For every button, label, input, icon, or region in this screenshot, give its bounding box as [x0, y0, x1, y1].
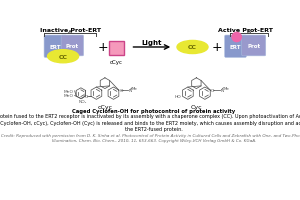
Text: Light: Light [141, 40, 162, 46]
FancyBboxPatch shape [225, 36, 246, 58]
FancyBboxPatch shape [44, 36, 67, 58]
FancyBboxPatch shape [242, 36, 266, 57]
Text: Active Prot-ERT: Active Prot-ERT [218, 28, 273, 33]
Ellipse shape [177, 41, 208, 54]
Text: +: + [212, 41, 223, 54]
Text: CC: CC [58, 54, 68, 59]
Text: A protein fused to the ERT2 receptor is inactivated by its assembly with a chape: A protein fused to the ERT2 receptor is … [0, 114, 300, 132]
Text: Cyc: Cyc [190, 104, 202, 109]
Ellipse shape [48, 50, 79, 63]
Text: O: O [211, 89, 214, 93]
Bar [109, 42, 124, 56]
Text: Me: Me [132, 86, 138, 90]
Text: NO₂: NO₂ [78, 100, 87, 104]
Text: Prot: Prot [66, 44, 79, 49]
Text: cCyc: cCyc [110, 60, 123, 65]
Text: N: N [220, 89, 224, 93]
Text: Prot: Prot [247, 44, 260, 49]
Text: +: + [97, 41, 108, 54]
Text: O: O [120, 89, 123, 93]
Text: O: O [85, 95, 88, 99]
Text: MeO: MeO [64, 89, 74, 93]
Text: ERT: ERT [50, 44, 61, 49]
Text: ERT: ERT [230, 44, 241, 49]
Text: Cyc: Cyc [233, 34, 243, 39]
Text: Me: Me [224, 86, 229, 90]
Text: HO: HO [174, 95, 181, 99]
Text: MeO: MeO [64, 94, 74, 98]
Text: cCyc: cCyc [98, 104, 112, 109]
Text: CC: CC [188, 45, 197, 50]
Text: N: N [129, 89, 132, 93]
Circle shape [232, 33, 241, 42]
FancyBboxPatch shape [61, 36, 84, 57]
Text: Inactive Prot-ERT: Inactive Prot-ERT [40, 28, 100, 33]
Text: Credit: Reproduced with permission from D. K. Sinha et al. Photocontrol of Prote: Credit: Reproduced with permission from … [1, 134, 300, 143]
Text: Caged Cyclofen-OH for photocontrol of protein activity: Caged Cyclofen-OH for photocontrol of pr… [72, 108, 235, 113]
